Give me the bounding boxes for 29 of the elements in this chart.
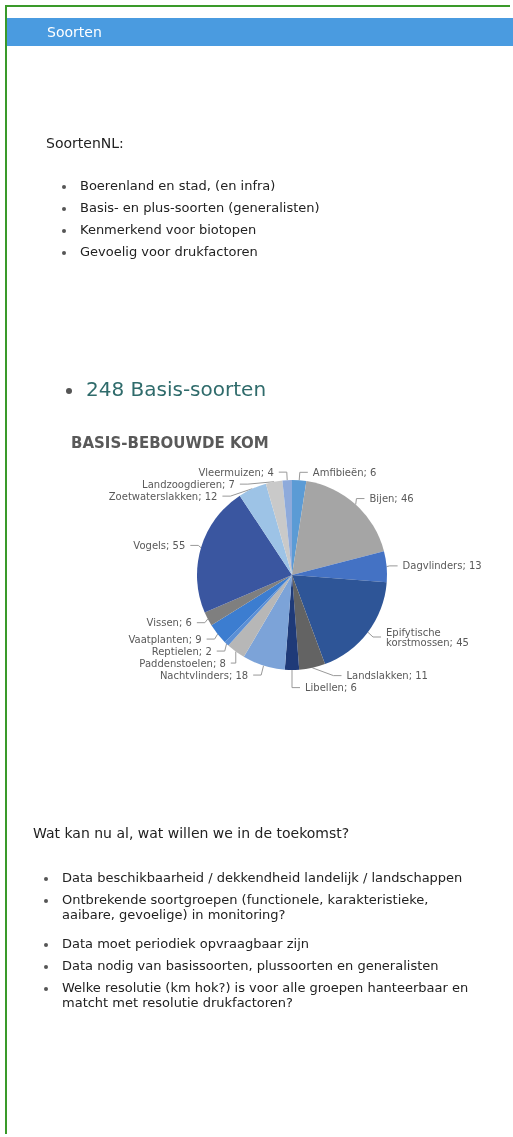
chart-title: BASIS-BEBOUWDE KOM	[71, 433, 269, 452]
text: Kenmerkend voor biotopen	[79, 222, 258, 237]
data-label: Epifytische korstmossen; 45	[386, 626, 469, 648]
text: Ontbrekende soortgroepen (functionele, karakteristieke, aaibare, gevoelige) in monitoring?	[61, 892, 430, 922]
data-label: Dagvlinders; 13	[402, 560, 482, 572]
text: SoortenNL:	[46, 135, 125, 151]
data-label: Nachtvlinders; 18	[159, 669, 249, 681]
data-label: Amfibieën; 6	[312, 466, 377, 478]
data-label: Reptielen; 2	[151, 645, 212, 657]
text: Wat kan nu al, wat willen we in de toekomst?	[33, 825, 351, 841]
text: Gevoelig voor drukfactoren	[79, 244, 259, 259]
data-label: Vleermuizen; 4	[198, 466, 274, 478]
data-label: Libellen; 6	[305, 682, 357, 694]
text: Soorten	[7, 18, 513, 46]
data-label: Landzoogdieren; 7	[142, 478, 235, 490]
data-label: Paddenstoelen; 8	[139, 657, 226, 669]
text: Data moet periodiek opvraagbaar zijn	[61, 936, 311, 951]
data-label: Vaatplanten; 9	[128, 633, 202, 645]
text: Basis- en plus-soorten (generalisten)	[79, 200, 321, 215]
text: 248 Basis-soorten	[85, 377, 268, 401]
text: Boerenland en stad, (en infra)	[79, 178, 277, 193]
data-label: Bijen; 46	[369, 493, 414, 505]
data-label: Vissen; 6	[146, 617, 192, 629]
text: Welke resolutie (km hok?) is voor alle groepen hanteerbaar en matcht met resolutie drukfactoren?	[61, 980, 470, 1010]
data-label: Vogels; 55	[133, 539, 186, 551]
text: Data beschikbaarheid / dekkendheid landelijk / landschappen	[61, 870, 464, 885]
text: Data nodig van basissoorten, plussoorten en generalisten	[61, 958, 440, 973]
data-label: Landslakken; 11	[346, 670, 428, 682]
data-label: Zoetwaterslakken; 12	[108, 490, 218, 502]
